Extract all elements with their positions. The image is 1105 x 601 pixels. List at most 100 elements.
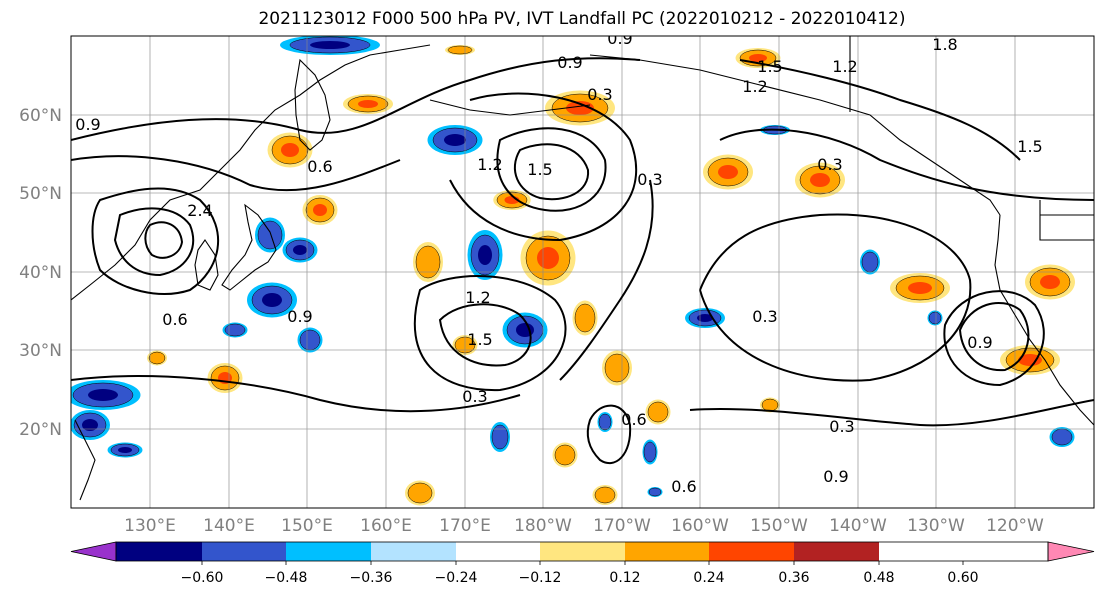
pv-anomaly-core	[313, 204, 327, 216]
contour-label: 1.2	[832, 57, 857, 76]
pv-anomaly-core	[358, 100, 378, 108]
pv-anomaly-core	[478, 245, 492, 265]
contour-line	[449, 92, 638, 242]
colorbar-segment	[709, 542, 794, 561]
lat-label: 60°N	[19, 106, 62, 126]
contour-line	[413, 275, 567, 392]
colorbar-tick-label: −0.48	[265, 570, 308, 586]
coast-north-america-west	[994, 214, 1094, 426]
colorbar-segment	[371, 542, 456, 561]
contour-line	[699, 213, 972, 382]
lon-label: 150°W	[750, 516, 808, 536]
pv-anomaly-core	[697, 314, 713, 322]
pv-anomaly-mid	[647, 401, 669, 423]
contour-label: 1.8	[932, 35, 957, 54]
contour-labels: 0.90.90.91.21.51.80.31.21.51.20.91.50.62…	[75, 35, 1042, 496]
colorbar-border	[115, 541, 1049, 562]
contour-label: 0.9	[557, 53, 582, 72]
pv-anomaly-mid	[1051, 428, 1073, 446]
colorbar-tick-label: −0.36	[350, 570, 393, 586]
colorbar-segment	[456, 542, 540, 561]
pv-anomaly-core	[293, 245, 307, 255]
lon-label: 130°E	[124, 516, 176, 536]
pv-anomaly-core	[566, 101, 594, 115]
contour-line	[958, 301, 1030, 372]
pv-anomaly-core	[310, 41, 350, 49]
contour-label: 1.2	[742, 77, 767, 96]
coastlines	[71, 36, 1094, 501]
lon-label: 180°W	[514, 516, 572, 536]
contour-line	[943, 290, 1045, 387]
coast-alaska	[589, 54, 1001, 216]
pv-anomaly-mid	[643, 441, 657, 463]
colorbar-segment	[540, 542, 625, 561]
contour-label: 1.5	[467, 330, 492, 349]
colorbar-tick-label: 0.12	[609, 570, 640, 586]
coast-aleutians	[429, 99, 591, 116]
pv-anomaly-mid	[928, 311, 942, 325]
lat-label: 30°N	[19, 341, 62, 361]
pv-contours	[71, 57, 1094, 465]
pv-anomaly-mid	[491, 424, 509, 450]
map-frame	[70, 35, 1095, 509]
pv-anomaly-mid	[604, 353, 630, 383]
pv-anomaly-mid	[407, 482, 433, 504]
pv-anomaly-core	[262, 293, 282, 307]
pv-anomaly-mid	[594, 486, 616, 504]
lat-label: 20°N	[19, 420, 62, 440]
pv-anomaly-mid	[447, 45, 473, 55]
contour-line	[559, 179, 654, 381]
contour-line	[739, 59, 1021, 161]
lon-label: 170°W	[593, 516, 651, 536]
contour-label: 0.9	[75, 115, 100, 134]
pv-anomaly-mid	[554, 444, 576, 466]
colorbar-tick-label: −0.12	[519, 570, 562, 586]
contour-label: 1.5	[527, 160, 552, 179]
contour-line	[586, 404, 632, 465]
contour-label: 0.3	[637, 170, 662, 189]
colorbar-tick-label: −0.24	[435, 570, 478, 586]
colorbar-extend-min	[70, 541, 117, 562]
colorbar-extend-max	[1047, 541, 1095, 562]
contour-label: 0.6	[307, 157, 332, 176]
contour-label: 0.3	[752, 307, 777, 326]
colorbar-segment	[286, 542, 371, 561]
pv-anomaly-mid	[574, 303, 596, 333]
pv-anomaly-core	[718, 165, 738, 179]
contour-label: 0.9	[287, 307, 312, 326]
contour-line	[689, 399, 1094, 427]
contour-label: 0.3	[817, 155, 842, 174]
contour-line	[91, 187, 219, 295]
contour-label: 1.2	[477, 155, 502, 174]
contour-label: 1.5	[1017, 137, 1042, 156]
map-title: 2021123012 F000 500 hPa PV, IVT Landfall…	[258, 9, 906, 29]
pv-anomaly-mid	[415, 245, 441, 279]
pv-anomaly-core	[749, 54, 767, 62]
lon-label: 140°E	[203, 516, 255, 536]
colorbar: −0.60 −0.48 −0.36 −0.24 −0.12 0.12 0.24 0.36 0.4…	[70, 541, 1095, 586]
lon-label: 170°E	[439, 516, 491, 536]
contour-label: 0.6	[621, 410, 646, 429]
contour-line	[513, 143, 590, 201]
colorbar-tick-label: 0.36	[778, 570, 809, 586]
lon-label: 150°E	[281, 516, 333, 536]
lon-label: 160°W	[671, 516, 729, 536]
colorbar-tick-label: 0.60	[947, 570, 978, 586]
pv-anomaly-core	[810, 173, 830, 187]
contour-label: 0.9	[967, 333, 992, 352]
contour-label: 0.3	[587, 85, 612, 104]
lon-label: 160°E	[360, 516, 412, 536]
pv-anomaly-mid	[224, 323, 246, 337]
lon-label: 140°W	[829, 516, 887, 536]
pv-anomaly-core	[82, 419, 98, 431]
pv-anomaly-core	[537, 247, 559, 269]
coast-kamchatka	[294, 58, 331, 151]
coast-japan	[221, 203, 277, 291]
lat-label: 40°N	[19, 263, 62, 283]
contour-line	[438, 303, 532, 367]
contour-label: 0.6	[671, 477, 696, 496]
colorbar-segment	[794, 542, 879, 561]
pv-anomaly-core	[88, 389, 118, 401]
contour-line	[71, 155, 401, 192]
